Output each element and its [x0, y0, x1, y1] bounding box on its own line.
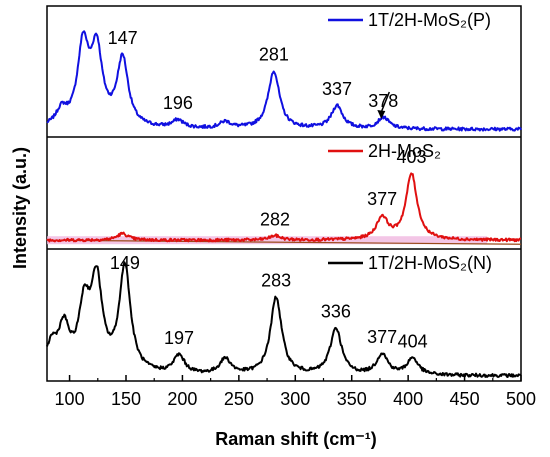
- x-tick-label: 350: [337, 389, 367, 409]
- legend-layer: 1T/2H-MoS₂(P) 2H-MoS₂ 1T/2H-MoS₂(N): [328, 10, 492, 273]
- peak-label: 377: [367, 327, 397, 347]
- peak-label: 282: [260, 210, 290, 230]
- peak-label: 283: [261, 271, 291, 291]
- series-line-3: [46, 261, 522, 378]
- peak-label: 196: [163, 93, 193, 113]
- peak-label: 377: [367, 189, 397, 209]
- x-axis: 100 150 200 250 300 350 400 450 500: [55, 375, 536, 409]
- peak-label: 337: [322, 79, 352, 99]
- x-tick-label: 450: [450, 389, 480, 409]
- peak-label: 403: [397, 147, 427, 167]
- x-tick-label: 300: [280, 389, 310, 409]
- plot-border: [46, 5, 522, 382]
- x-tick-label: 200: [167, 389, 197, 409]
- peak-label: 378: [368, 91, 398, 111]
- x-tick-label: 500: [506, 389, 536, 409]
- x-tick-label: 400: [393, 389, 423, 409]
- y-axis-title: Intensity (a.u.): [10, 147, 30, 269]
- x-tick-label: 150: [111, 389, 141, 409]
- plot-frame: [46, 5, 522, 382]
- series-layer: [46, 30, 522, 378]
- legend-label: 1T/2H-MoS₂(P): [368, 10, 491, 30]
- peak-arrow-head: [377, 110, 386, 119]
- baseline-band: [47, 236, 488, 245]
- peak-arrow: [380, 91, 391, 113]
- peak-label: 149: [110, 253, 140, 273]
- baseline-line: [46, 239, 522, 245]
- series-line-2: [46, 172, 522, 243]
- peak-label: 197: [164, 328, 194, 348]
- peak-label: 281: [259, 45, 289, 65]
- peak-label: 404: [398, 331, 428, 351]
- series-line-1: [46, 30, 522, 132]
- x-axis-title: Raman shift (cm⁻¹): [215, 429, 377, 449]
- legend-label: 2H-MoS₂: [368, 141, 441, 161]
- legend-label: 1T/2H-MoS₂(N): [368, 253, 492, 273]
- peak-label: 147: [108, 28, 138, 48]
- x-tick-label: 100: [55, 389, 85, 409]
- x-tick-label: 250: [224, 389, 254, 409]
- peak-label: 336: [321, 301, 351, 321]
